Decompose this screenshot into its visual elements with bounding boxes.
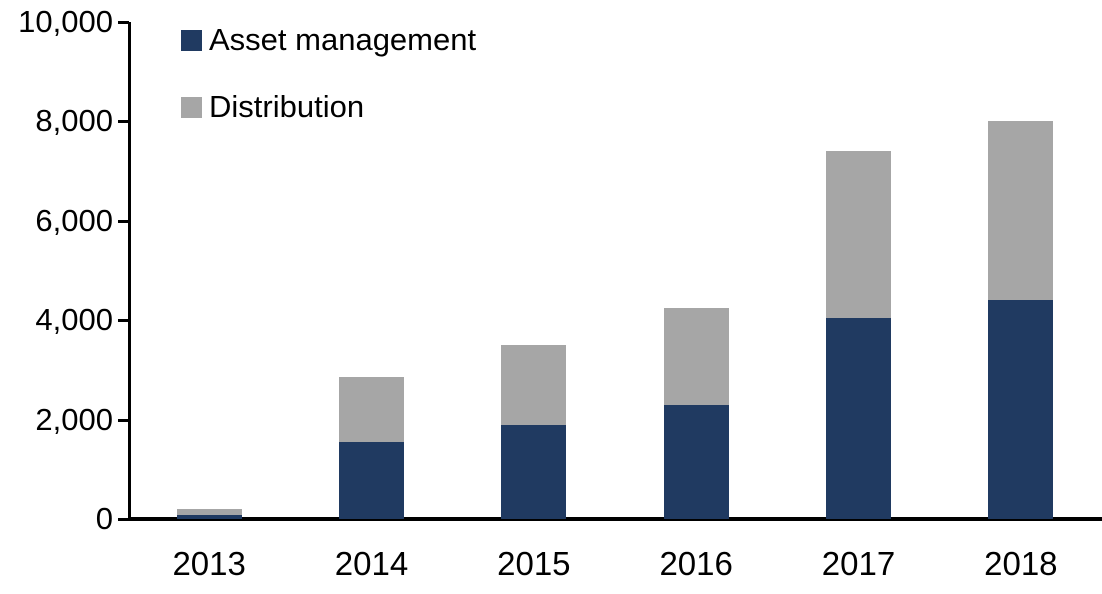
y-axis-tick-label: 0 <box>95 501 113 536</box>
bar-segment-distribution-2016 <box>663 307 729 405</box>
y-axis-tick-label: 2,000 <box>35 401 113 437</box>
x-axis-line <box>128 517 1102 521</box>
legend-item-distribution: Distribution <box>181 89 365 124</box>
y-axis-tick-label: 10,000 <box>18 4 113 39</box>
bar-segment-asset-management-2018 <box>988 300 1054 519</box>
y-axis-tick <box>118 319 129 323</box>
y-axis-line <box>128 22 131 521</box>
bar-segment-distribution-2018 <box>988 121 1054 301</box>
bar-segment-asset-management-2014 <box>339 441 404 519</box>
bar-segment-distribution-2015 <box>501 345 567 425</box>
y-axis-tick <box>118 120 129 124</box>
legend-label: Asset management <box>209 22 477 57</box>
x-axis-label-2017: 2017 <box>821 545 896 582</box>
bar-segment-asset-management-2017 <box>826 317 891 519</box>
x-axis-label-2013: 2013 <box>172 545 246 582</box>
y-axis-tick <box>118 418 129 422</box>
x-axis-label-2016: 2016 <box>659 545 733 582</box>
x-axis-label-2014: 2014 <box>334 545 409 582</box>
bar-segment-asset-management-2013 <box>176 515 242 519</box>
legend-swatch-asset-management <box>181 29 202 51</box>
y-axis-tick <box>118 219 129 223</box>
y-axis-tick <box>118 518 129 521</box>
legend-label: Distribution <box>209 89 365 124</box>
legend-item-asset-management: Asset management <box>181 22 477 57</box>
y-axis-tick <box>118 21 129 24</box>
bar-segment-distribution-2013 <box>176 509 242 515</box>
y-axis-tick-label: 6,000 <box>35 202 113 238</box>
y-axis-tick-label: 8,000 <box>35 103 113 139</box>
bar-segment-distribution-2014 <box>339 377 404 442</box>
bar-segment-asset-management-2016 <box>663 404 729 519</box>
y-axis-tick-label: 4,000 <box>35 302 113 338</box>
legend-swatch-distribution <box>181 96 202 118</box>
x-axis-label-2018: 2018 <box>984 545 1058 582</box>
bar-segment-asset-management-2015 <box>501 424 567 519</box>
x-axis-label-2015: 2015 <box>497 545 571 582</box>
bar-segment-distribution-2017 <box>826 151 891 318</box>
